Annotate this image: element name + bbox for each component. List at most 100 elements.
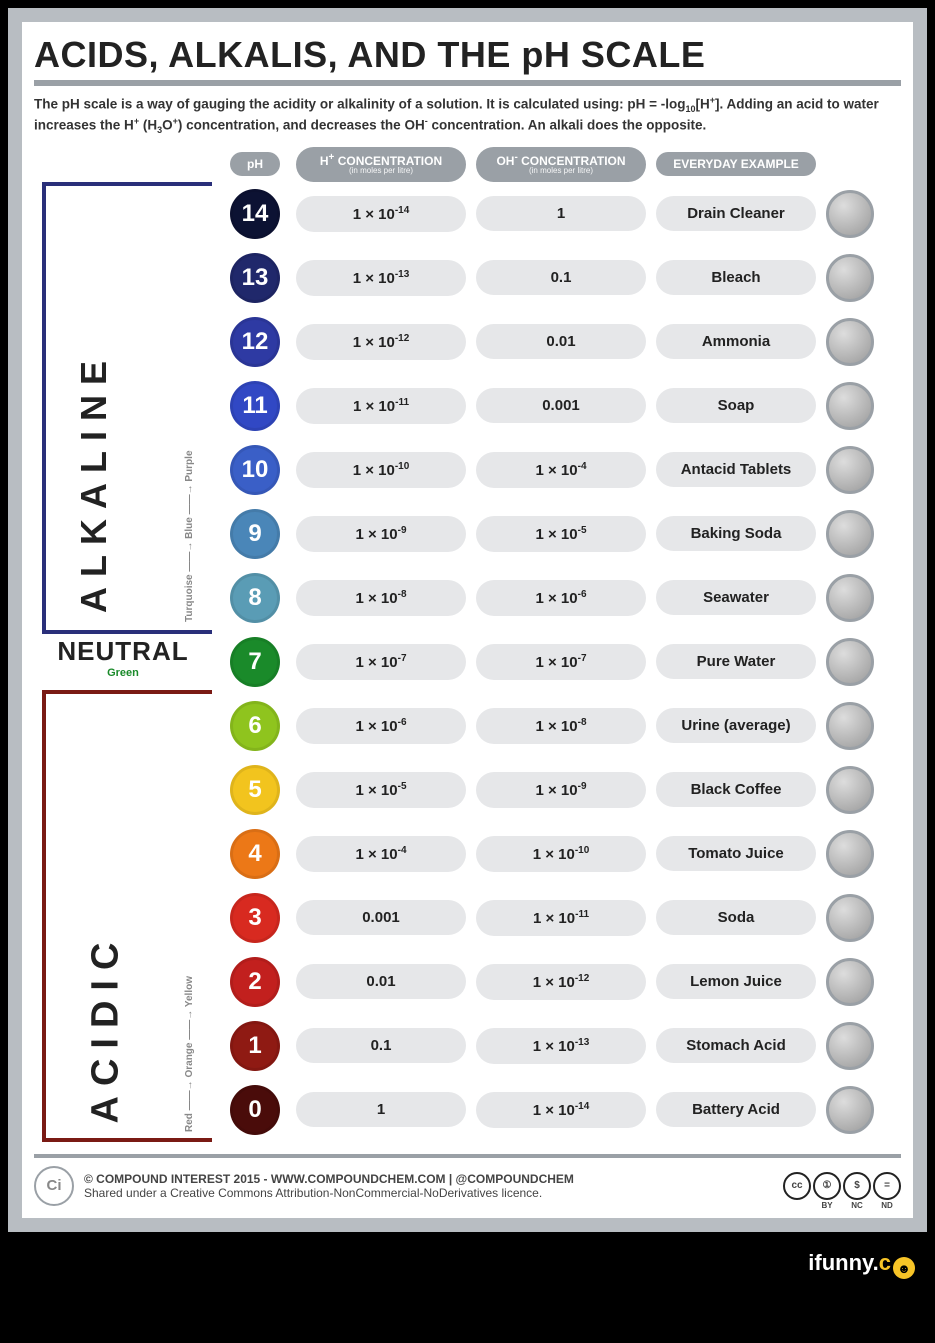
ph-badge: 1	[230, 1021, 280, 1071]
footer-text: © COMPOUND INTEREST 2015 - WWW.COMPOUNDC…	[84, 1172, 574, 1200]
example-label: Bleach	[656, 260, 816, 295]
oh-concentration: 1 × 10-8	[476, 708, 646, 744]
ph-badge: 4	[230, 829, 280, 879]
ph-badge: 10	[230, 445, 280, 495]
example-label: Soda	[656, 900, 816, 935]
ph-cell: 4	[224, 822, 286, 886]
intro-text: The pH scale is a way of gauging the aci…	[34, 94, 901, 137]
example-label: Antacid Tablets	[656, 452, 816, 487]
watermark: ifunny.c☻	[0, 1240, 935, 1286]
example-icon	[826, 702, 874, 750]
example-label: Baking Soda	[656, 516, 816, 551]
example-label: Urine (average)	[656, 708, 816, 743]
cc-badge-icon: =ND	[873, 1172, 901, 1200]
example-label: Black Coffee	[656, 772, 816, 807]
ph-badge: 3	[230, 893, 280, 943]
col-header-h: H+ CONCENTRATION(in moles per litre)	[296, 147, 466, 182]
oh-concentration: 1 × 10-12	[476, 964, 646, 1000]
ph-cell: 10	[224, 438, 286, 502]
oh-concentration: 1 × 10-9	[476, 772, 646, 808]
example-label: Lemon Juice	[656, 964, 816, 999]
example-label: Pure Water	[656, 644, 816, 679]
ph-cell: 1	[224, 1014, 286, 1078]
example-icon	[826, 638, 874, 686]
example-icon	[826, 318, 874, 366]
h-concentration: 1 × 10-10	[296, 452, 466, 488]
example-icon	[826, 1086, 874, 1134]
alkaline-label: ALKALINE	[73, 213, 115, 613]
scale-labels: ALKALINE Turquoise ——→ Blue ——→ Purple N…	[34, 182, 214, 1142]
h-concentration: 1 × 10-12	[296, 324, 466, 360]
h-concentration: 1 × 10-14	[296, 196, 466, 232]
ph-cell: 8	[224, 566, 286, 630]
example-icon	[826, 1022, 874, 1070]
h-concentration: 0.1	[296, 1028, 466, 1063]
example-icon	[826, 766, 874, 814]
col-header-ph: pH	[230, 152, 280, 177]
oh-concentration: 1 × 10-7	[476, 644, 646, 680]
ph-cell: 0	[224, 1078, 286, 1142]
h-concentration: 0.001	[296, 900, 466, 935]
ph-cell: 3	[224, 886, 286, 950]
example-icon	[826, 254, 874, 302]
ph-table: pH H+ CONCENTRATION(in moles per litre) …	[34, 147, 901, 1142]
ph-cell: 6	[224, 694, 286, 758]
cc-badge-icon: ①BY	[813, 1172, 841, 1200]
example-icon	[826, 190, 874, 238]
example-label: Drain Cleaner	[656, 196, 816, 231]
ph-cell: 14	[224, 182, 286, 246]
acidic-color-guide: Red ——→ Orange ——→ Yellow	[184, 976, 195, 1132]
ci-logo-icon: Ci	[34, 1166, 74, 1206]
col-header-example: EVERYDAY EXAMPLE	[656, 152, 816, 177]
oh-concentration: 0.001	[476, 388, 646, 423]
h-concentration: 1 × 10-13	[296, 260, 466, 296]
alkaline-color-guide: Turquoise ——→ Blue ——→ Purple	[184, 450, 195, 622]
example-icon	[826, 574, 874, 622]
oh-concentration: 1 × 10-6	[476, 580, 646, 616]
ph-cell: 2	[224, 950, 286, 1014]
oh-concentration: 1 × 10-13	[476, 1028, 646, 1064]
h-concentration: 1 × 10-5	[296, 772, 466, 808]
oh-concentration: 1	[476, 196, 646, 231]
oh-concentration: 1 × 10-5	[476, 516, 646, 552]
h-concentration: 0.01	[296, 964, 466, 999]
oh-concentration: 1 × 10-10	[476, 836, 646, 872]
ph-cell: 9	[224, 502, 286, 566]
cc-badge-icon: $NC	[843, 1172, 871, 1200]
ph-badge: 12	[230, 317, 280, 367]
infographic-card: ACIDS, ALKALIS, AND THE pH SCALE The pH …	[8, 8, 927, 1232]
acidic-label: ACIDIC	[85, 723, 128, 1123]
ph-badge: 7	[230, 637, 280, 687]
oh-concentration: 1 × 10-14	[476, 1092, 646, 1128]
oh-concentration: 1 × 10-4	[476, 452, 646, 488]
ph-badge: 6	[230, 701, 280, 751]
ph-badge: 8	[230, 573, 280, 623]
ph-badge: 9	[230, 509, 280, 559]
h-concentration: 1 × 10-4	[296, 836, 466, 872]
ph-cell: 12	[224, 310, 286, 374]
oh-concentration: 0.01	[476, 324, 646, 359]
example-label: Battery Acid	[656, 1092, 816, 1127]
oh-concentration: 0.1	[476, 260, 646, 295]
ph-cell: 7	[224, 630, 286, 694]
example-label: Soap	[656, 388, 816, 423]
h-concentration: 1	[296, 1092, 466, 1127]
ph-badge: 0	[230, 1085, 280, 1135]
ph-badge: 14	[230, 189, 280, 239]
example-icon	[826, 894, 874, 942]
ph-cell: 5	[224, 758, 286, 822]
example-label: Seawater	[656, 580, 816, 615]
example-icon	[826, 510, 874, 558]
ph-badge: 5	[230, 765, 280, 815]
example-label: Ammonia	[656, 324, 816, 359]
page-title: ACIDS, ALKALIS, AND THE pH SCALE	[34, 34, 901, 86]
example-icon	[826, 446, 874, 494]
ph-badge: 2	[230, 957, 280, 1007]
example-icon	[826, 958, 874, 1006]
h-concentration: 1 × 10-8	[296, 580, 466, 616]
ph-badge: 11	[230, 381, 280, 431]
footer: Ci © COMPOUND INTEREST 2015 - WWW.COMPOU…	[34, 1154, 901, 1206]
ph-cell: 11	[224, 374, 286, 438]
example-icon	[826, 382, 874, 430]
ph-badge: 13	[230, 253, 280, 303]
